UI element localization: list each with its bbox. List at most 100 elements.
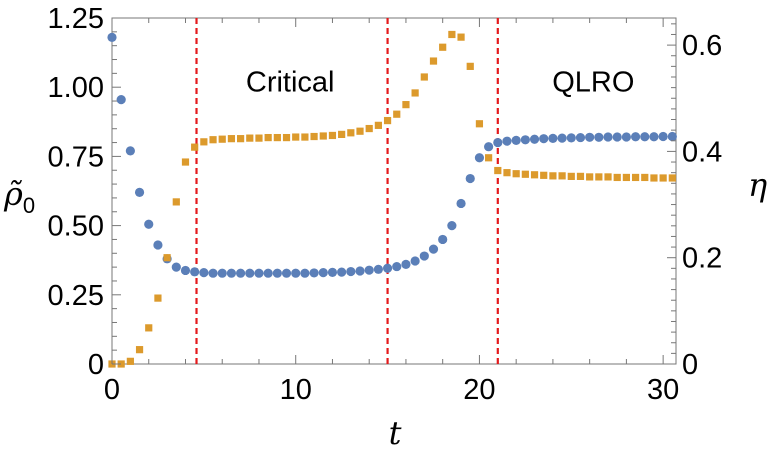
eta-point <box>567 172 575 180</box>
eta-point <box>439 43 447 51</box>
rho0-point <box>529 134 540 144</box>
y-right-tick-label: 0.6 <box>682 30 722 62</box>
eta-point <box>402 101 410 109</box>
eta-point <box>521 170 529 178</box>
plot-frame <box>111 17 677 365</box>
rho0-point <box>272 268 282 278</box>
rho0-point <box>401 259 411 269</box>
rho0-point <box>355 266 365 276</box>
x-tick-label: 0 <box>104 374 120 406</box>
eta-point <box>549 172 557 180</box>
eta-point <box>485 154 493 162</box>
eta-point <box>172 198 180 206</box>
eta-point <box>374 121 382 129</box>
rho0-point <box>190 267 200 277</box>
eta-point <box>475 120 484 128</box>
rho0-point <box>134 187 145 197</box>
rho0-point <box>603 132 613 142</box>
eta-point <box>631 173 640 182</box>
rho0-point <box>235 268 246 278</box>
eta-point <box>227 135 236 143</box>
eta-point <box>457 33 465 41</box>
eta-point <box>310 132 318 141</box>
y-left-tick-label: 1.00 <box>48 72 104 104</box>
eta-point <box>613 173 621 182</box>
eta-point <box>530 171 539 179</box>
eta-point <box>558 172 566 180</box>
eta-point <box>191 143 199 151</box>
rho0-point <box>199 268 209 278</box>
eta-point <box>292 133 300 141</box>
eta-point <box>126 357 134 365</box>
eta-point <box>282 133 291 142</box>
rho0-point <box>346 266 356 277</box>
rho0-point <box>630 132 641 142</box>
rho0-point <box>171 262 181 272</box>
rho0-point <box>107 32 117 42</box>
rho0-point <box>484 142 494 152</box>
eta-point <box>264 133 272 142</box>
eta-point <box>622 173 630 182</box>
rho0-point <box>438 234 448 245</box>
rho0-point <box>254 268 264 278</box>
rho0-point <box>144 219 154 229</box>
rho0-point <box>281 268 292 278</box>
eta-point <box>383 116 392 125</box>
eta-point <box>246 134 254 142</box>
y-right-tick-label: 0 <box>682 349 698 381</box>
y-right-tick-label: 0.2 <box>682 243 722 275</box>
y-left-tick-label: 0.25 <box>48 280 104 312</box>
rho0-point <box>208 268 218 278</box>
eta-point <box>540 171 548 179</box>
eta-point <box>512 170 520 178</box>
y-left-axis-label-subscript: 0 <box>23 193 35 218</box>
rho0-point <box>612 132 622 142</box>
eta-point <box>145 324 153 332</box>
rho0-point <box>428 244 439 254</box>
eta-point <box>420 73 428 81</box>
eta-point <box>328 131 337 140</box>
eta-point <box>659 174 667 182</box>
rho0-point <box>649 132 659 142</box>
eta-point <box>236 135 245 143</box>
region-label-qlro: QLRO <box>552 67 634 99</box>
eta-point <box>347 129 355 137</box>
series-eta <box>108 30 676 368</box>
eta-point <box>273 133 281 142</box>
eta-point <box>393 110 401 118</box>
rho0-point <box>548 133 558 144</box>
eta-point <box>411 89 419 97</box>
y-left-tick-label: 1.25 <box>48 3 104 35</box>
y-left-axis-label-main: ρ̃ <box>3 175 23 213</box>
rho0-point <box>337 267 347 277</box>
rho0-point <box>658 131 668 142</box>
rho0-point <box>640 132 650 142</box>
rho0-point <box>373 264 383 274</box>
x-axis-label: t <box>389 414 402 450</box>
x-tick-label: 30 <box>647 374 679 406</box>
eta-point <box>641 173 649 182</box>
rho0-point <box>621 132 631 142</box>
rho0-point <box>585 132 595 142</box>
eta-point <box>466 62 474 70</box>
rho0-point <box>125 146 135 156</box>
rho0-point <box>566 133 576 143</box>
eta-point <box>117 360 125 368</box>
rho0-point <box>465 173 475 184</box>
eta-point <box>604 173 612 181</box>
rho0-point <box>318 268 328 278</box>
rho0-point <box>594 132 604 142</box>
rho0-point <box>364 265 374 275</box>
rho0-point <box>447 221 457 231</box>
rho0-point <box>263 268 273 278</box>
eta-point <box>650 174 658 182</box>
rho0-point <box>575 132 586 143</box>
rho0-point <box>410 256 420 266</box>
y-axis-left: 0 0.25 0.50 0.75 1.00 1.25 <box>48 3 121 381</box>
x-axis: 0 10 20 30 <box>104 18 679 406</box>
eta-point <box>576 172 585 180</box>
rho0-point <box>456 198 466 209</box>
plot-area: Critical QLRO <box>107 17 677 368</box>
eta-point <box>668 174 676 182</box>
